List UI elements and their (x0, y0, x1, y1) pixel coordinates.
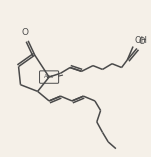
Text: OH: OH (135, 36, 148, 45)
FancyBboxPatch shape (40, 71, 59, 83)
Text: O: O (22, 28, 29, 37)
Text: O: O (139, 37, 145, 46)
Text: Abs: Abs (44, 74, 54, 79)
